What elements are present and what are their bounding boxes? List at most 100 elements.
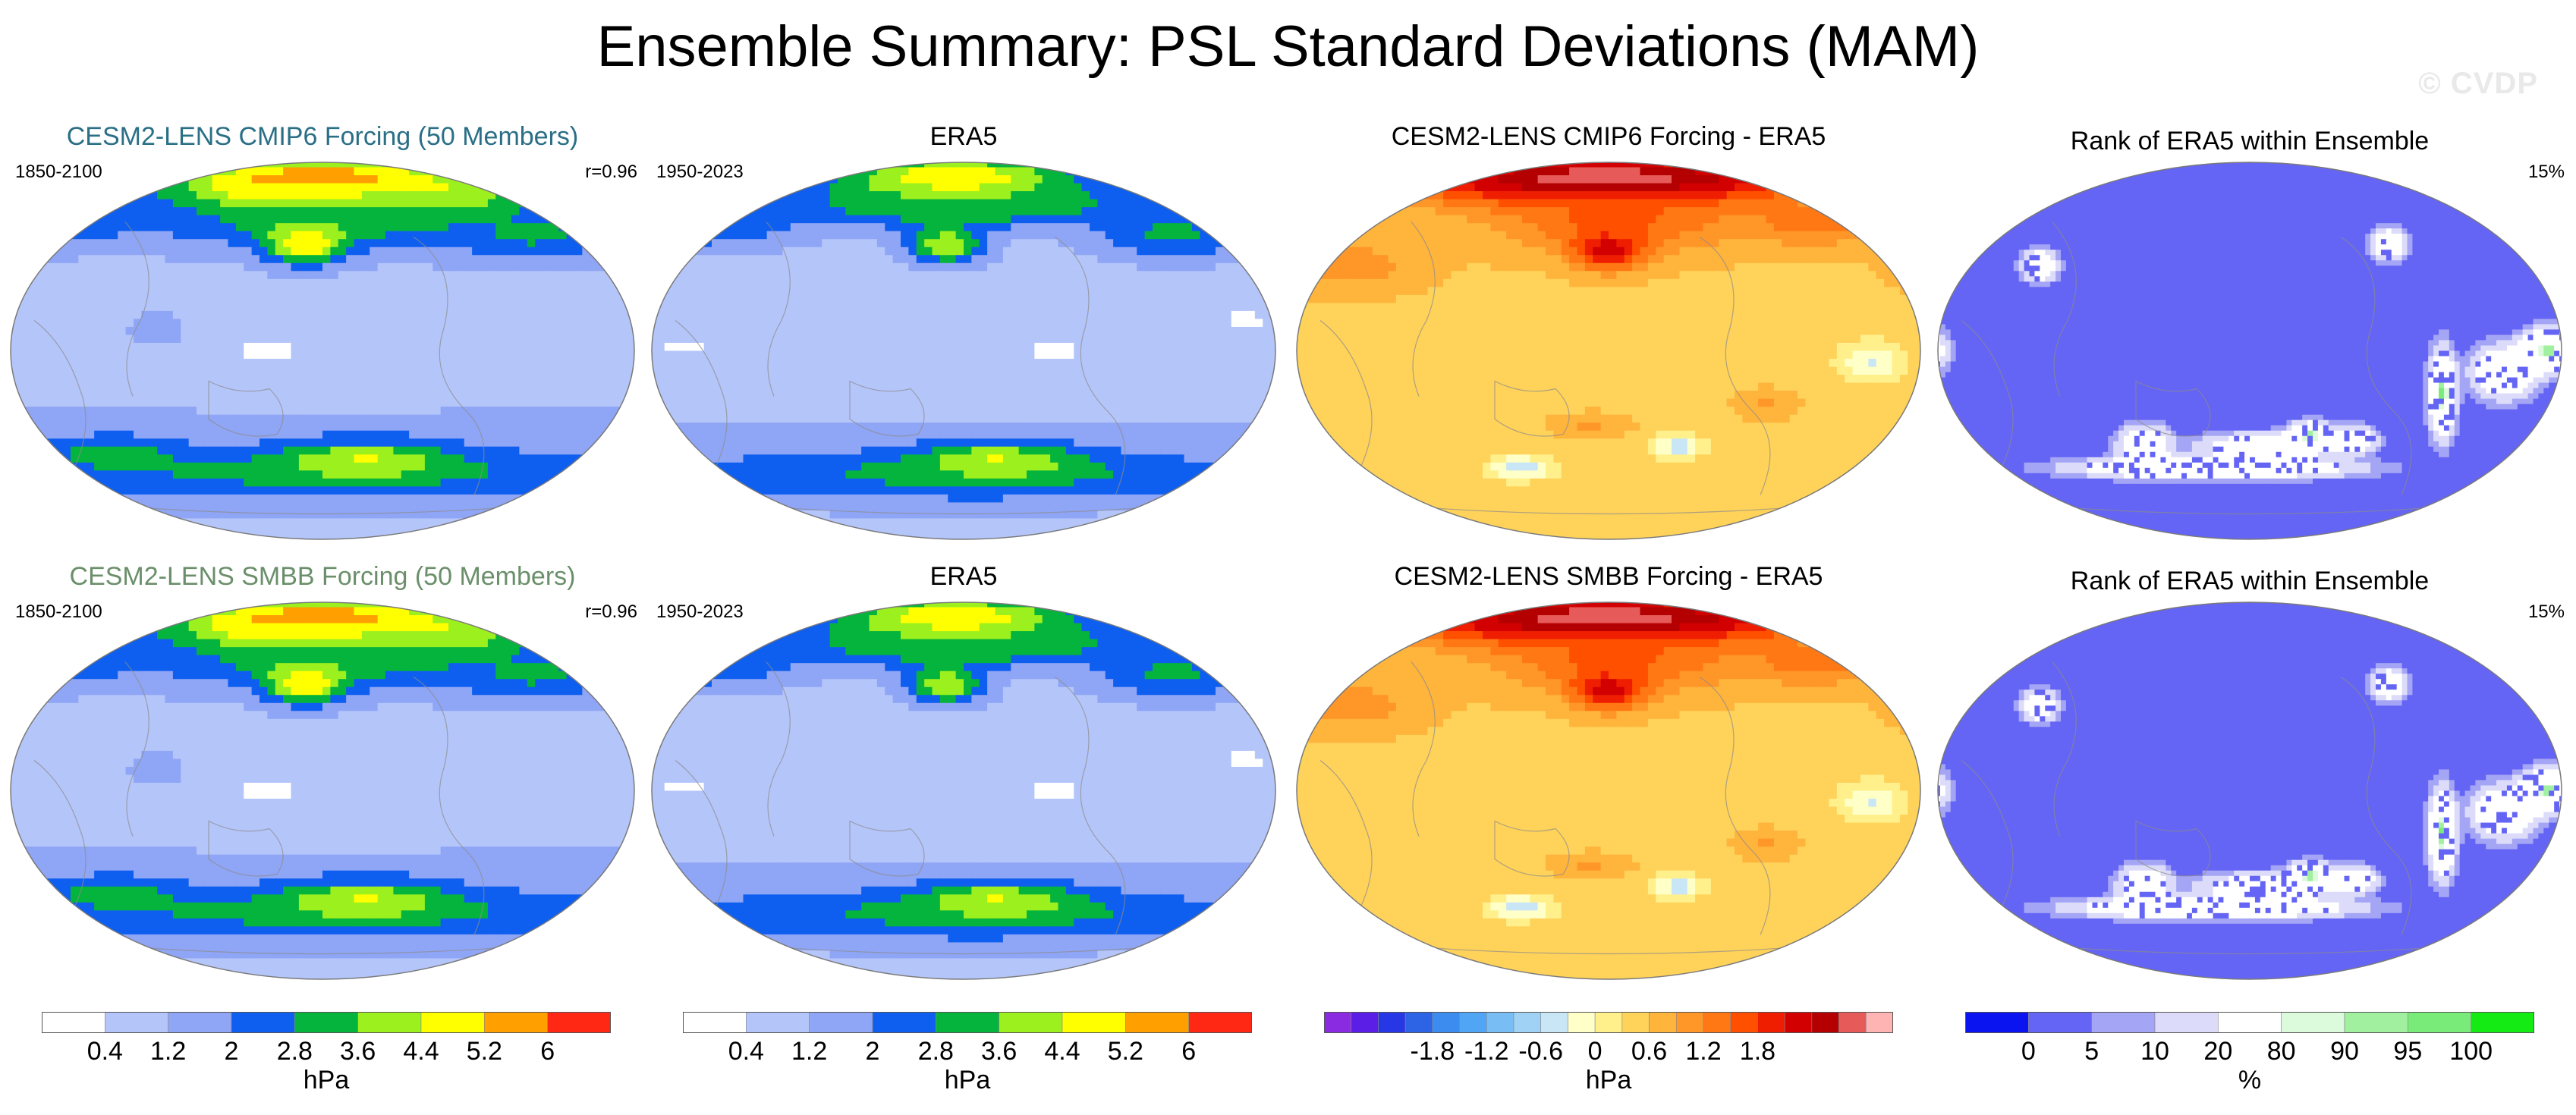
panel-title: CESM2-LENS SMBB Forcing - ERA5 — [1294, 561, 1923, 592]
colorbar-swatch — [168, 1012, 232, 1033]
colorbar-tick-label: 0.6 — [1631, 1036, 1667, 1066]
coastline-asia — [766, 221, 791, 397]
period-label: 1950-2023 — [656, 601, 744, 623]
panel-title: CESM2-LENS SMBB Forcing (50 Members) — [8, 561, 637, 592]
colorbar-swatch — [484, 1012, 548, 1033]
colorbar-unit: hPa — [1586, 1065, 1632, 1095]
coastline-africa — [675, 320, 728, 473]
colorbar-sd — [683, 1012, 1252, 1033]
colorbar-tick-label: -1.8 — [1411, 1036, 1455, 1066]
colorbar-tick-label: 0 — [1588, 1036, 1603, 1066]
colorbar-swatch — [746, 1012, 810, 1033]
colorbar-tick-label: 5 — [2084, 1036, 2099, 1066]
stat-label: 15% — [2528, 161, 2565, 184]
colorbar-swatch — [1432, 1012, 1460, 1033]
coastline-africa — [33, 760, 86, 912]
colorbar-tick-label: 3.6 — [981, 1036, 1017, 1066]
colorbar-swatch — [1568, 1012, 1596, 1033]
colorbar-swatch — [1811, 1012, 1839, 1033]
colorbar-swatch — [2028, 1012, 2092, 1033]
coastline-africa — [1319, 320, 1373, 473]
colorbar-sd — [42, 1012, 611, 1033]
coastline-americas — [1054, 677, 1126, 935]
colorbar-swatch — [683, 1012, 747, 1033]
colorbar-unit: % — [2238, 1065, 2261, 1095]
colorbar-swatch — [1351, 1012, 1379, 1033]
colorbar-swatch — [1838, 1012, 1867, 1033]
coastline-asia — [1411, 221, 1436, 397]
map-model_sd — [10, 162, 635, 540]
colorbar-swatch — [2344, 1012, 2408, 1033]
colorbar-swatch — [872, 1012, 936, 1033]
colorbar-tick-label: 1.8 — [1740, 1036, 1776, 1066]
coastline-asia — [124, 221, 149, 397]
stat-label: r=0.96 — [585, 601, 637, 623]
colorbar-tick-label: 5.2 — [1108, 1036, 1143, 1066]
coastline-australia — [208, 380, 284, 437]
coastline-australia — [208, 820, 284, 877]
coastline-asia — [766, 661, 791, 837]
colorbar-tick-label: 6 — [1181, 1036, 1196, 1066]
cvdp-watermark: © CVDP — [2418, 67, 2538, 101]
colorbar-diff — [1324, 1012, 1893, 1033]
colorbar-tick-label: 20 — [2203, 1036, 2232, 1066]
colorbar-swatch — [1404, 1012, 1433, 1033]
coastline-asia — [2052, 661, 2077, 837]
map-border — [651, 162, 1276, 540]
colorbar-swatch — [1730, 1012, 1758, 1033]
colorbar-rank — [1965, 1012, 2534, 1033]
map-border — [10, 601, 635, 980]
colorbar-swatch — [1675, 1012, 1704, 1033]
colorbar-swatch — [1540, 1012, 1568, 1033]
colorbar-tick-label: 6 — [540, 1036, 555, 1066]
coastline-australia — [1494, 380, 1570, 437]
map-border — [1937, 601, 2562, 980]
colorbar-swatch — [1062, 1012, 1126, 1033]
colorbar-swatch — [1965, 1012, 2029, 1033]
colorbar-tick-label: 90 — [2330, 1036, 2359, 1066]
colorbar-unit: hPa — [304, 1065, 350, 1095]
period-label: 1950-2023 — [656, 161, 744, 184]
colorbar-tick-label: -0.6 — [1518, 1036, 1563, 1066]
coastline-africa — [675, 760, 728, 912]
colorbar-tick-label: 100 — [2449, 1036, 2493, 1066]
colorbar-swatch — [1324, 1012, 1352, 1033]
coastline-americas — [413, 677, 485, 935]
coastline-africa — [33, 320, 86, 473]
stat-label: 15% — [2528, 601, 2565, 623]
colorbar-swatch — [357, 1012, 422, 1033]
coastline-americas — [1699, 677, 1771, 935]
coastline-australia — [1494, 820, 1570, 877]
coastline-australia — [849, 820, 925, 877]
colorbar-swatch — [420, 1012, 485, 1033]
colorbar-swatch — [999, 1012, 1063, 1033]
map-rank — [1937, 162, 2562, 540]
colorbar-tick-label: 0 — [2021, 1036, 2036, 1066]
colorbar-swatch — [1784, 1012, 1813, 1033]
coastline-americas — [1699, 237, 1771, 495]
colorbar-tick-label: 1.2 — [791, 1036, 827, 1066]
stat-label: r=0.96 — [585, 161, 637, 184]
colorbar-swatch — [1621, 1012, 1650, 1033]
map-border — [1296, 601, 1921, 980]
map-obs_sd — [651, 162, 1276, 540]
colorbar-swatch — [547, 1012, 611, 1033]
colorbar-swatch — [1703, 1012, 1731, 1033]
period-label: 1850-2100 — [15, 161, 102, 184]
panel-title: CESM2-LENS CMIP6 Forcing (50 Members) — [8, 121, 637, 152]
colorbar-swatch — [1125, 1012, 1189, 1033]
colorbar-swatch — [1865, 1012, 1893, 1033]
colorbar-swatch — [42, 1012, 105, 1033]
map-border — [651, 601, 1276, 980]
coastline-asia — [1411, 661, 1436, 837]
coastline-americas — [1054, 237, 1126, 495]
colorbar-swatch — [936, 1012, 999, 1033]
colorbar-tick-label: 1.2 — [150, 1036, 186, 1066]
map-difference — [1296, 601, 1921, 980]
colorbar-tick-label: 80 — [2267, 1036, 2296, 1066]
map-obs_sd — [651, 601, 1276, 980]
map-difference — [1296, 162, 1921, 540]
coastline-americas — [413, 237, 485, 495]
colorbar-tick-label: 2.8 — [277, 1036, 313, 1066]
panel-title: CESM2-LENS CMIP6 Forcing - ERA5 — [1294, 121, 1923, 152]
